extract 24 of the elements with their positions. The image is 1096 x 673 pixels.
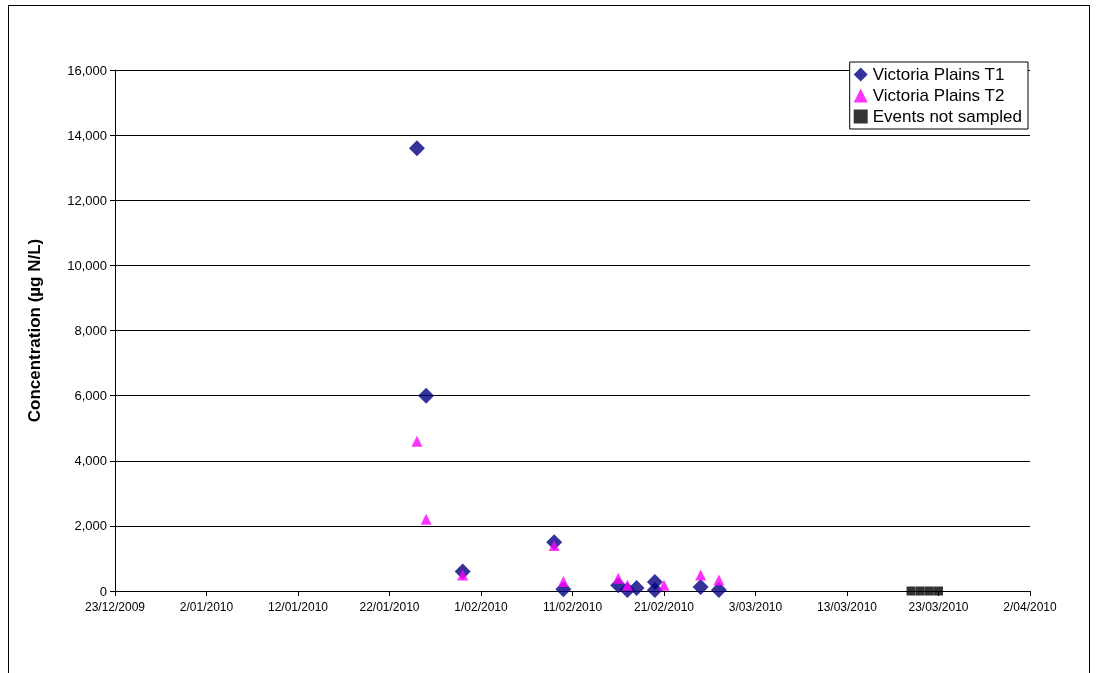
x-tick-label: 2/01/2010 <box>179 600 234 614</box>
y-tick-label: 12,000 <box>67 192 107 208</box>
x-tick-label: 11/02/2010 <box>542 600 603 614</box>
y-axis-title: Concentration (µg N/L) <box>25 238 44 423</box>
legend-label: Victoria Plains T2 <box>872 86 1005 105</box>
y-tick-label: 8,000 <box>74 323 107 338</box>
x-tick-label: 23/12/2009 <box>84 600 146 614</box>
y-tick-label: 6,000 <box>74 388 107 404</box>
y-tick-label: 16,000 <box>67 62 107 78</box>
y-tick-label: 2,000 <box>74 518 107 534</box>
y-tick-label: 10,000 <box>67 257 107 273</box>
x-tick-label: 2/04/2010 <box>1003 600 1058 614</box>
x-tick-label: 3/03/2010 <box>728 600 783 614</box>
x-tick-label: 1/02/2010 <box>454 600 509 614</box>
y-tick-label: 4,000 <box>74 453 107 469</box>
x-tick-label: 21/02/2010 <box>633 600 695 614</box>
x-tick-label: 12/01/2010 <box>267 600 329 614</box>
y-tick-label: 14,000 <box>67 127 107 143</box>
y-tick-label: 0 <box>99 583 107 599</box>
x-tick-label: 23/03/2010 <box>908 600 969 614</box>
x-tick-label: 13/03/2010 <box>816 600 878 614</box>
legend-label: Events not sampled <box>872 107 1023 126</box>
x-tick-label: 22/01/2010 <box>359 600 420 614</box>
legend-label: Victoria Plains T1 <box>872 65 1005 84</box>
